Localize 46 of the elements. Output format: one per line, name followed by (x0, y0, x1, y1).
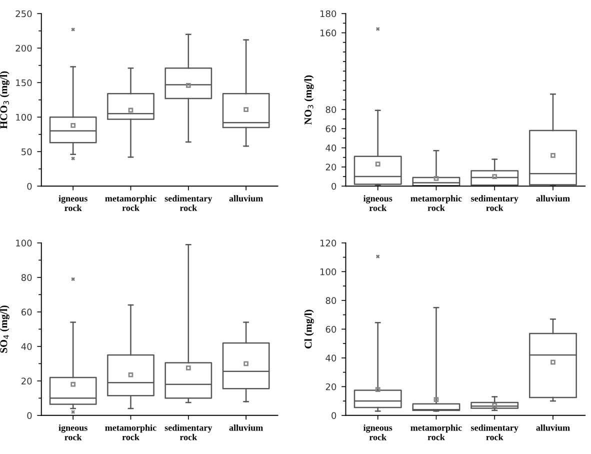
x-tick-label: igneous rock (58, 195, 88, 212)
y-tick-label: 60 (326, 326, 336, 333)
y-tick-label: 200 (16, 44, 32, 52)
y-tick-label: 160 (320, 30, 336, 36)
y-tick-label: 0 (27, 182, 32, 190)
y-tick-label: 150 (16, 79, 32, 86)
y-tick-label: 250 (16, 10, 32, 18)
y-tick-label: 100 (320, 268, 336, 276)
y-axis-title: SO$_{4}$ (mg/l) (0, 306, 10, 353)
y-tick-label: 60 (326, 125, 336, 132)
x-tick-label: metamorphic rock (105, 424, 156, 440)
y-tick-label: 50 (22, 148, 32, 156)
x-tick-label: alluvium (536, 424, 570, 431)
x-tick-label: metamorphic rock (410, 424, 462, 440)
x-tick-label: igneous rock (363, 195, 392, 212)
y-tick-label: 100 (16, 240, 32, 246)
y-tick-label: 0 (27, 412, 32, 419)
x-tick-label: igneous rock (58, 424, 88, 440)
y-tick-label: 80 (326, 297, 336, 304)
y-tick-label: 20 (326, 383, 336, 390)
y-tick-label: 40 (21, 343, 32, 350)
y-axis-title: HCO$_{3}$ (mg/l) (0, 71, 10, 129)
y-tick-label: 120 (320, 240, 336, 246)
y-tick-label: 40 (326, 144, 336, 152)
y-tick-label: 0 (332, 182, 336, 190)
y-tick-label: 20 (326, 164, 336, 171)
x-tick-label: alluvium (229, 424, 263, 431)
x-tick-label: sedimentary rock (164, 195, 212, 211)
x-tick-label: metamorphic rock (105, 195, 156, 211)
y-tick-label: 80 (21, 274, 32, 281)
x-tick-label: metamorphic rock (410, 195, 462, 211)
y-tick-label: 40 (326, 354, 336, 362)
x-tick-label: sedimentary rock (471, 424, 518, 440)
y-tick-label: 80 (326, 106, 336, 114)
y-axis-title: NO$_{3}$ (mg/l) (304, 75, 314, 125)
y-tick-label: 0 (332, 412, 336, 419)
x-tick-label: alluvium (536, 195, 570, 202)
y-tick-label: 180 (320, 10, 336, 18)
y-tick-label: 60 (21, 308, 32, 316)
x-tick-label: sedimentary rock (471, 195, 518, 211)
x-tick-label: igneous rock (363, 424, 392, 440)
x-tick-label: alluvium (229, 195, 263, 202)
y-axis-title: Cl (mg/l) (304, 310, 314, 348)
y-tick-label: 20 (22, 378, 32, 384)
y-tick-label: 100 (16, 114, 32, 121)
x-tick-label: sedimentary rock (164, 424, 212, 440)
